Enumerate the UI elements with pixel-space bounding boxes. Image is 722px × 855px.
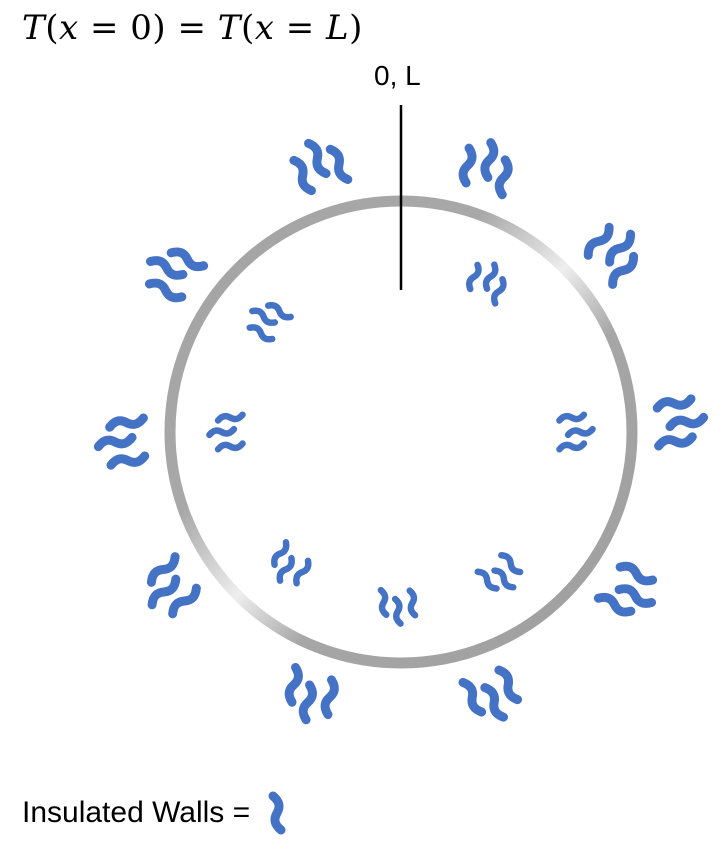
squiggle-icon [284,667,303,702]
insulation-squiggle-group [137,557,201,621]
squiggle-icon [490,279,507,303]
squiggle-icon [276,558,296,580]
squiggle-icon [218,444,242,450]
insulation-squiggle-group [281,667,339,725]
insulation-squiggle-group [478,552,525,599]
squiggle-icon [292,561,312,583]
legend-label: Insulated Walls = [22,796,251,829]
insulation-squiggle-group [463,667,521,725]
squiggle-icon [250,323,272,343]
squiggle-icon [670,417,704,426]
squiggle-icon [294,158,312,193]
squiggle-icon [320,680,339,715]
squiggle-icon [270,542,290,564]
eq-L: L [326,8,350,48]
eq-x-left: x [58,8,79,48]
squiggle-icon [209,429,233,435]
eq-T-left: T [22,8,46,48]
legend: Insulated Walls = [22,788,292,838]
squiggle-icon [150,255,182,281]
insulation-squiggle-group [243,296,291,344]
squiggle-icon [658,437,692,446]
insulation-squiggle-group [265,542,313,590]
squiggle-icon [309,141,327,176]
squiggle-icon [620,561,652,587]
squiggle-icon [619,583,651,609]
seam-label: 0, L [374,60,421,91]
squiggle-icon [459,148,477,183]
eq-equals-main: = [166,8,218,48]
squiggle-icon [482,265,499,289]
squiggle-icon [299,685,318,720]
insulation-squiggle-group [380,590,415,624]
squiggle-icon [98,437,132,446]
squiggle-icon [268,301,290,321]
insulation-squiggle-group [459,137,517,195]
insulation-squiggle-group [657,398,705,446]
insulation-squiggle-group [559,415,592,450]
squiggle-icon [463,680,482,715]
squiggle-icon [485,685,504,720]
insulation-squiggle-group [209,415,242,450]
eq-equals-inner-right: = [274,8,327,48]
squiggle-icon [495,160,513,195]
insulation-squiggle-group [465,257,511,303]
squiggle-icon [111,456,145,465]
squiggle-icon [409,591,415,616]
insulation-squiggle-group [140,239,204,303]
eq-paren: ( [45,8,59,48]
eq-T-right: T [217,8,241,48]
squiggle-icon [598,592,630,618]
insulation-squiggle-group [290,135,347,192]
squiggle-icon [559,444,583,450]
eq-paren: ) [349,8,363,48]
insulation-squiggle-group [97,418,145,466]
squiggle-icon [109,418,143,427]
eq-equals-inner-left: = [78,8,131,48]
squiggle-icon [252,307,274,327]
squiggle-icon [149,277,181,303]
squiggle-icon [568,429,592,435]
squiggle-icon [330,147,348,182]
squiggle-icon [171,246,203,272]
insulation-squiggle-group [583,220,648,285]
squiggle-icon [465,265,482,289]
squiggle-icon [395,599,401,624]
eq-zero: 0 [130,8,153,48]
boundary-condition-equation: T(x = 0) = T(x = L) [22,8,363,48]
eq-x-right: x [254,8,275,48]
squiggle-icon [657,399,691,408]
eq-paren: ( [240,8,255,48]
squiggle-icon [480,143,498,178]
squiggle-icon [268,791,286,835]
squiggle-icon [499,667,518,702]
eq-paren: ) [152,8,167,48]
insulation-squiggle-group [598,561,662,625]
squiggle-icon [380,590,386,615]
squiggle-icon [559,415,583,421]
squiggle-icon [218,415,242,421]
